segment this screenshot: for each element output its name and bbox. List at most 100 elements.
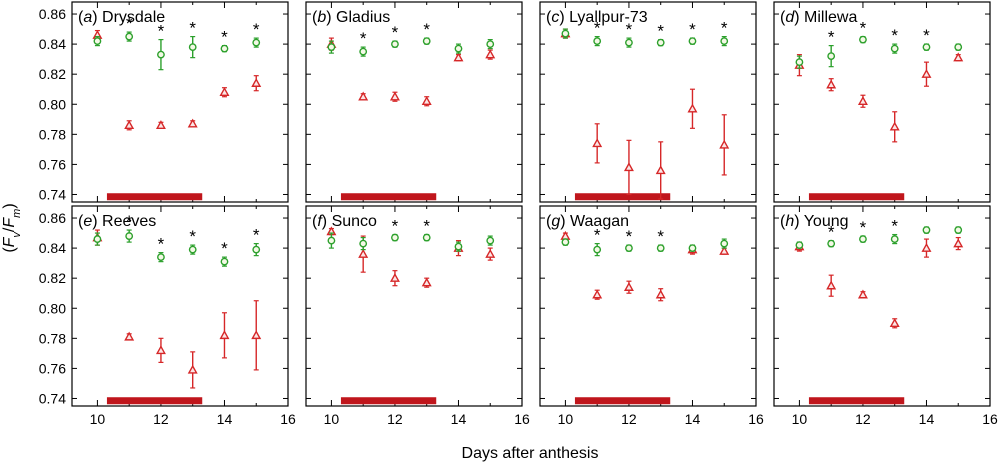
y-axis-label-part: v (11, 231, 23, 238)
treatment-point (485, 49, 496, 59)
control-point (220, 44, 229, 53)
panel-e: 0.74 0.76 0.78 0.80 0.82 0.84 0.86 10 12 14 16 (e) … (39, 205, 296, 427)
control-point (157, 50, 165, 59)
y-tick-label: 0.74 (39, 390, 66, 406)
panel-title-close: ) (559, 9, 569, 26)
significance-star: * (860, 218, 867, 237)
panel-title-open: ( (780, 213, 786, 230)
control-point (391, 40, 399, 49)
y-tick-label: 0.84 (39, 36, 66, 52)
treatment-point (421, 96, 432, 105)
control-point (125, 32, 134, 41)
panel-h: 10 12 14 16(h) Young* * * (773, 205, 998, 427)
control-point (188, 43, 197, 52)
control-point (656, 38, 665, 47)
treatment-point (826, 79, 837, 89)
control-point (454, 242, 463, 251)
control-point (422, 37, 431, 45)
significance-star: * (689, 20, 696, 39)
panel-title-close: ) (326, 9, 336, 26)
panel-title-close: ) (794, 213, 803, 230)
control-point (954, 226, 963, 234)
x-tick-label: 12 (621, 411, 637, 427)
significance-star: * (392, 217, 399, 236)
significance-star: * (158, 22, 165, 41)
control-point (359, 239, 368, 248)
treatment-point (592, 289, 603, 299)
significance-star: * (253, 20, 260, 39)
treatment-period-bar (808, 397, 905, 405)
panel-frame (539, 205, 757, 407)
panel-title-close: ) (322, 213, 332, 230)
control-point (922, 43, 931, 52)
control-point (327, 236, 336, 245)
panel-name: Lyallpur-73 (569, 9, 648, 26)
treatment-point (592, 138, 603, 148)
panel-title-open: ( (312, 213, 318, 230)
control-point (252, 38, 261, 47)
significance-star: * (860, 19, 867, 38)
treatment-point (358, 91, 369, 101)
panel-letter: c (551, 9, 559, 26)
y-tick-label: 0.84 (39, 240, 66, 256)
significance-star: * (253, 226, 260, 245)
x-axis-label: Days after anthesis (462, 445, 599, 462)
significance-star: * (828, 28, 835, 47)
significance-star: * (721, 19, 728, 38)
treatment-point (485, 248, 496, 258)
significance-star: * (158, 235, 165, 254)
panel-b: (b) Gladius* * * (305, 1, 523, 203)
x-tick-label: 14 (919, 411, 935, 427)
y-axis-label-part: F (1, 236, 18, 247)
control-point (327, 43, 336, 52)
treatment-point (953, 238, 964, 248)
panel-c: (c) Lyallpur-73* * * * * (539, 1, 757, 203)
control-point (93, 37, 102, 45)
treatment-point (124, 120, 135, 130)
treatment-period-bar (106, 193, 203, 201)
control-point (454, 44, 463, 53)
panel-title-open: ( (312, 9, 318, 26)
significance-star: * (828, 223, 835, 242)
panel-name: Young (804, 213, 849, 230)
treatment-point (155, 345, 166, 355)
treatment-point (687, 103, 698, 113)
treatment-point (953, 52, 964, 62)
significance-star: * (360, 29, 367, 48)
treatment-point (219, 86, 230, 96)
treatment-point (921, 242, 932, 252)
panel-frame (773, 1, 991, 203)
treatment-point (219, 330, 230, 340)
control-point (656, 244, 665, 253)
treatment-point (655, 289, 666, 299)
x-tick-label: 16 (748, 411, 764, 427)
panel-title-open: ( (78, 213, 84, 230)
panel-f: 10 12 14 16 (f) Sunco * * (305, 205, 530, 427)
control-point (922, 226, 931, 234)
panel-title-close: ) (560, 213, 570, 230)
control-point (720, 239, 729, 248)
control-point (954, 43, 963, 52)
panel-name: Waagan (570, 213, 629, 230)
treatment-point (358, 248, 369, 258)
y-tick-label: 0.78 (39, 126, 66, 142)
control-point (593, 37, 602, 45)
control-point (93, 235, 102, 243)
panel-title-close: ) (92, 9, 102, 26)
treatment-point (719, 139, 730, 149)
control-point (486, 236, 495, 245)
treatment-point (453, 52, 464, 62)
panel-letter: g (551, 213, 560, 230)
significance-star: * (891, 26, 898, 45)
control-point (359, 47, 368, 56)
treatment-period-bar (340, 397, 437, 405)
panel-name: Sunco (332, 213, 377, 230)
control-point (593, 245, 602, 254)
panel-letter: d (785, 9, 795, 26)
x-tick-label: 14 (217, 411, 233, 427)
x-tick-label: 16 (982, 411, 998, 427)
panel-title: (g) Waagan (546, 213, 629, 230)
control-point (688, 244, 697, 253)
x-tick-label: 10 (324, 411, 340, 427)
significance-star: * (392, 23, 399, 42)
